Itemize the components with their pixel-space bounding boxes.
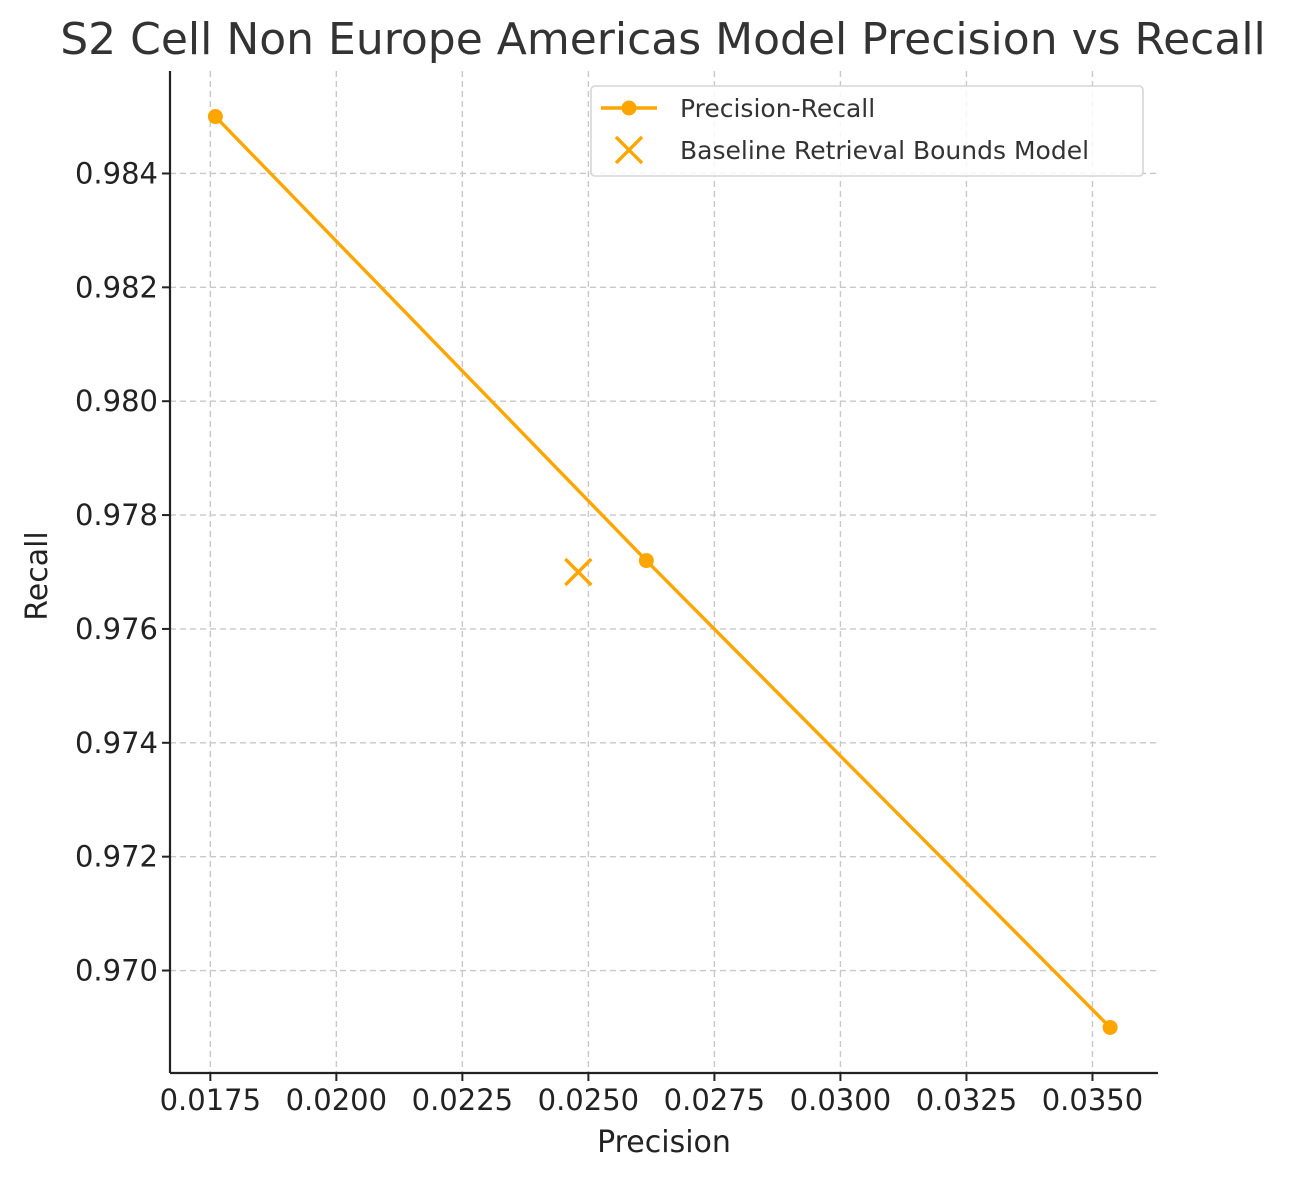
precision-recall-line (214, 115, 1112, 1029)
legend-box (590, 85, 1144, 177)
y-tick-label: 0.980 (75, 384, 158, 418)
series-layer (207, 109, 1118, 1035)
y-tick-label: 0.972 (75, 840, 158, 874)
y-tick-label: 0.974 (75, 726, 158, 760)
x-tick-label: 0.0300 (790, 1083, 891, 1117)
y-tick-label: 0.982 (75, 270, 158, 304)
legend: Precision-Recall Baseline Retrieval Bound… (590, 85, 1144, 177)
precision-recall-point (1102, 1019, 1118, 1035)
x-axis-label: Precision (597, 1125, 731, 1160)
chart-title: S2 Cell Non Europe Americas Model Precis… (60, 14, 1266, 65)
legend-x-handle (614, 135, 644, 165)
y-tick-label: 0.976 (75, 612, 158, 646)
legend-marker (621, 100, 637, 116)
y-tick-label: 0.984 (75, 156, 158, 190)
x-tick-label: 0.0225 (412, 1083, 513, 1117)
baseline-point (564, 557, 593, 587)
x-tick-label: 0.0250 (538, 1083, 639, 1117)
x-tick-label: 0.0275 (664, 1083, 765, 1117)
precision-recall-point (207, 109, 223, 125)
y-tick-label: 0.978 (75, 498, 158, 532)
tick-layer: 0.0175 0.0200 0.0225 0.0250 0.0275 0.0300 0.03… (75, 156, 1143, 1117)
legend-label: Precision-Recall (680, 94, 875, 123)
x-tick-label: 0.0175 (160, 1083, 261, 1117)
x-tick-label: 0.0350 (1042, 1083, 1143, 1117)
legend-label: Baseline Retrieval Bounds Model (680, 136, 1089, 165)
axes-spines (168, 71, 1158, 1075)
y-tick-label: 0.970 (75, 954, 158, 988)
baseline-x-stroke (564, 557, 593, 587)
x-tick-label: 0.0325 (916, 1083, 1017, 1117)
x-tick-label: 0.0200 (286, 1083, 387, 1117)
precision-recall-point (638, 553, 654, 569)
y-axis-label: Recall (20, 531, 55, 621)
